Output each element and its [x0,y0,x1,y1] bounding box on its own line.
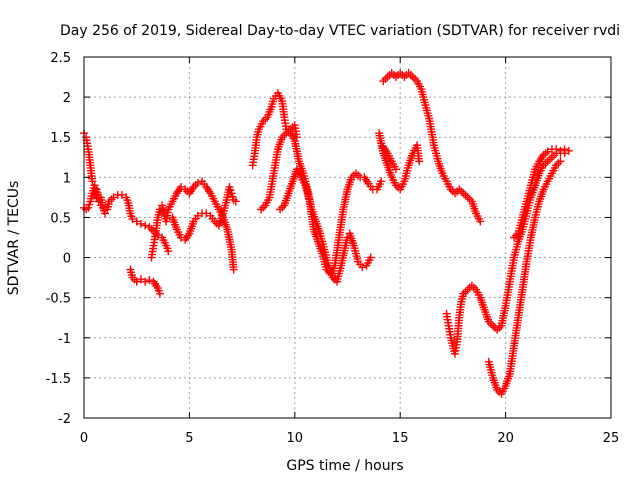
data-point [96,201,105,210]
y-tick-label: -2 [58,412,71,427]
y-tick-label: 2 [63,91,71,106]
data-point [101,209,110,218]
data-point [141,277,150,286]
y-tick-label: -1.5 [46,372,71,387]
x-axis-label: GPS time / hours [286,458,403,474]
data-point [193,211,202,220]
tick-labels: 0 5 10 15 20 25 2.5 2 1.5 1 0.5 0 -0.5 -1 -1.5 -2 [46,51,620,446]
data-point [560,145,569,154]
y-tick-label: -0.5 [46,292,71,307]
data-point [552,145,561,154]
x-tick-label: 0 [80,431,88,446]
data-point [94,197,103,206]
plot-frame [83,56,612,419]
data-point [543,147,552,156]
data-point [358,263,367,272]
data-point [377,177,386,186]
data-point [164,247,173,256]
data-point [292,133,301,142]
data-point [202,209,211,218]
data-point [132,217,141,226]
data-point [109,193,118,202]
data-point [132,277,141,286]
data-point [231,197,240,206]
y-tick-label: 0.5 [50,211,71,226]
y-tick-label: 0 [63,252,71,267]
data-point [128,215,137,224]
y-tick-label: 1 [63,171,71,186]
data-point [415,157,424,166]
data-point [155,289,164,298]
data-point [141,221,150,230]
y-axis-label: SDTVAR / TECUs [6,181,22,296]
chart-title: Day 256 of 2019, Sidereal Day-to-day VTE… [60,23,620,39]
data-points [80,69,573,398]
y-tick-label: 2.5 [50,51,71,66]
data-point [391,165,400,174]
x-tick-label: 15 [392,431,409,446]
y-tick-label: 1.5 [50,131,71,146]
data-point [366,253,375,262]
data-point [556,146,565,155]
data-point [476,217,485,226]
data-point [90,181,99,190]
x-tick-label: 20 [497,431,514,446]
data-point [193,178,202,187]
data-point [229,265,238,274]
data-point [117,190,126,199]
x-tick-label: 25 [603,431,620,446]
data-point [88,177,97,186]
data-point [556,157,565,166]
data-point [145,276,154,285]
data-point [564,146,573,155]
x-tick-label: 10 [287,431,304,446]
x-tick-label: 5 [185,431,193,446]
data-point [176,182,185,191]
data-point [136,275,145,284]
y-tick-label: -1 [58,332,71,347]
data-point [136,219,145,228]
